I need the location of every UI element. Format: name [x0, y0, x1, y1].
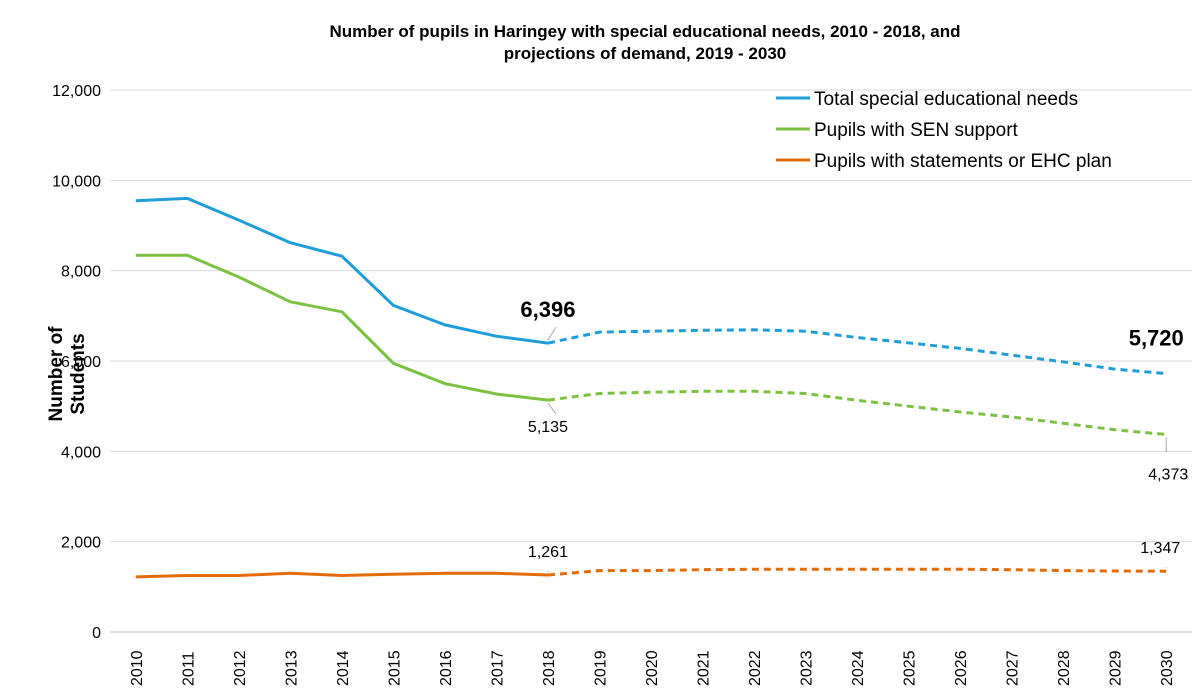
legend-entry: Pupils with statements or EHC plan	[814, 151, 1112, 172]
x-tick-label: 2022	[747, 650, 764, 686]
data-label: 4,373	[1148, 466, 1188, 483]
x-tick-label: 2011	[180, 651, 197, 686]
x-tick-label: 2021	[696, 650, 713, 686]
x-tick-label: 2015	[386, 650, 403, 686]
x-tick-label: 2014	[335, 650, 352, 686]
series-line-projection	[547, 389, 1167, 436]
x-tick-label: 2017	[489, 650, 506, 686]
x-tick-label: 2010	[129, 650, 146, 686]
series-line-actual	[135, 253, 549, 402]
x-tick-label: 2024	[850, 650, 867, 686]
y-tick-label: 12,000	[52, 83, 101, 100]
x-tick-label: 2013	[283, 650, 300, 686]
series-line-actual	[135, 196, 549, 345]
legend-entry: Pupils with SEN support	[814, 120, 1019, 141]
y-tick-label: 4,000	[61, 444, 101, 461]
x-tick-label: 2026	[953, 650, 970, 686]
chart-title-line-2: projections of demand, 2019 - 2030	[503, 44, 787, 63]
y-tick-label: 2,000	[61, 535, 101, 552]
x-tick-label: 2020	[644, 650, 661, 686]
data-label: 6,396	[520, 297, 575, 322]
x-tick-label: 2023	[799, 650, 816, 686]
x-tick-label: 2027	[1005, 650, 1022, 686]
x-tick-label: 2025	[902, 650, 919, 686]
y-tick-label: 10,000	[52, 173, 101, 190]
chart-title-line-1: Number of pupils in Haringey with specia…	[329, 22, 961, 41]
data-label: 5,135	[528, 419, 568, 436]
x-tick-label: 2012	[232, 650, 249, 686]
x-tick-label: 2016	[438, 650, 455, 686]
data-label-leader	[547, 402, 557, 415]
data-label: 1,347	[1140, 540, 1180, 557]
data-label: 5,720	[1129, 326, 1184, 351]
y-tick-label: 6,000	[61, 354, 101, 371]
series-line-projection	[547, 567, 1167, 577]
y-tick-label: 8,000	[61, 264, 101, 281]
legend-entry: Total special educational needs	[814, 89, 1078, 110]
data-label: 1,261	[528, 544, 568, 561]
x-tick-label: 2018	[541, 650, 558, 686]
data-label-leader	[547, 326, 557, 341]
series-line-actual	[135, 571, 549, 579]
y-tick-label: 0	[92, 625, 101, 642]
series-line-projection	[547, 328, 1167, 376]
x-tick-label: 2030	[1159, 650, 1176, 686]
x-tick-label: 2019	[592, 650, 609, 686]
x-tick-label: 2029	[1108, 650, 1125, 686]
x-tick-label: 2028	[1056, 650, 1073, 686]
